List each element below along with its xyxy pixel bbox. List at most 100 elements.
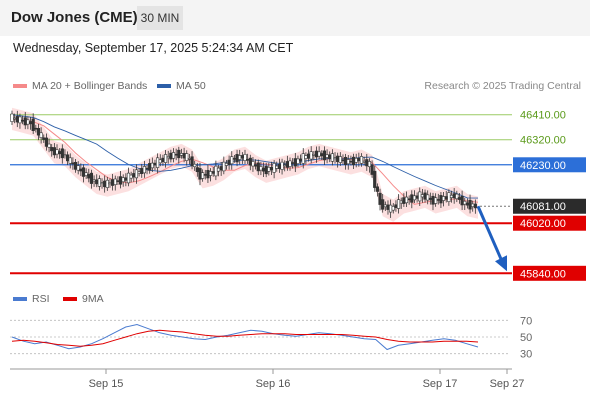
timeframe-button[interactable]: 30 MIN [137,6,183,30]
candle-body [468,199,472,210]
candle-body [158,159,162,164]
ma50-label: MA 50 [176,80,206,92]
candle-body [293,158,297,167]
candle-body [349,160,353,163]
candle-body [322,150,327,161]
candle-body [338,156,342,163]
candle-body [269,166,274,171]
candle-body [150,162,154,169]
candle-body [431,195,435,205]
level-label: 46320.00 [520,135,566,147]
candle-body [420,194,424,198]
candle-body [291,162,295,164]
candle-body [391,206,395,211]
candle-body [386,204,390,210]
candle-body [457,197,462,200]
candle-body [132,173,136,178]
candle-body [389,204,393,213]
candle-body [34,127,38,130]
rsi-tick-label: 50 [520,332,532,344]
candle-body [232,158,237,160]
candle-body [410,194,414,203]
candle-body [163,154,168,163]
candle-body [381,199,385,210]
candle-body [73,161,78,170]
candle-body [261,167,266,172]
candle-body [182,153,186,159]
candle-body [473,203,477,209]
candle-body [10,113,14,122]
x-tick-label: Sep 17 [423,378,458,390]
legend-ma50: MA 50 [157,80,206,92]
candle-body [272,163,276,173]
candle-body [383,204,387,208]
candle-body [26,119,30,125]
candle-body [428,197,432,200]
ma50-swatch [157,84,171,89]
candle-body [60,148,64,159]
candle-body [306,153,311,159]
candle-body [243,154,247,161]
candle-body [365,159,369,167]
rsi-tick-label: 70 [520,315,532,327]
x-tick-label: Sep 15 [89,378,124,390]
candle-body [63,154,67,157]
candle-body [129,174,133,179]
level-label: 46230.00 [520,160,566,172]
candle-body [47,143,51,148]
candle-body [108,182,112,185]
candle-body [42,137,46,140]
level-label: 46410.00 [520,110,566,122]
candle-body [166,156,170,159]
candle-body [28,121,33,125]
candle-body [190,156,194,167]
candle-body [92,179,96,182]
candle-body [13,117,17,120]
candle-body [55,149,59,155]
rsi-line [11,323,479,351]
candle-body [140,168,144,174]
candle-body [362,160,366,163]
chart-header: Dow Jones (CME) 30 MIN [0,0,590,36]
candle-body [100,182,104,185]
legend-ma20: MA 20 + Bollinger Bands [13,80,147,92]
candle-body [304,155,308,159]
candle-body [471,203,475,207]
candle-body [460,195,464,206]
candle-body [224,163,229,166]
candle-body [179,153,184,156]
candle-body [31,118,35,131]
candle-body [359,156,364,164]
candle-body [219,166,223,171]
candle-body [378,192,382,205]
candle-body [87,174,91,179]
candle-body [275,165,279,169]
credit-text: Research © 2025 Trading Central [424,80,581,92]
candle-body [235,154,239,163]
candle-body [44,137,49,147]
candle-body [259,166,263,171]
candle-body [341,159,345,162]
candle-body [336,155,340,163]
candle-body [208,171,213,176]
candle-body [153,162,157,166]
legend-9ma: 9MA [63,293,104,305]
candle-body [444,196,448,200]
candle-body [354,157,358,163]
candle-body [314,150,319,158]
candle-body [288,160,292,167]
candle-body [399,200,403,204]
candle-body [246,159,250,161]
candle-body [201,172,205,179]
candle-body [407,198,411,201]
candle-body [436,199,440,201]
candle-body [195,167,199,173]
candle-body [412,195,417,201]
candle-body [84,172,88,176]
candle-body [367,161,372,168]
candle-body [105,179,109,188]
timestamp: Wednesday, September 17, 2025 5:24:34 AM… [13,41,294,55]
candle-body [169,152,173,160]
candle-body [441,196,446,201]
